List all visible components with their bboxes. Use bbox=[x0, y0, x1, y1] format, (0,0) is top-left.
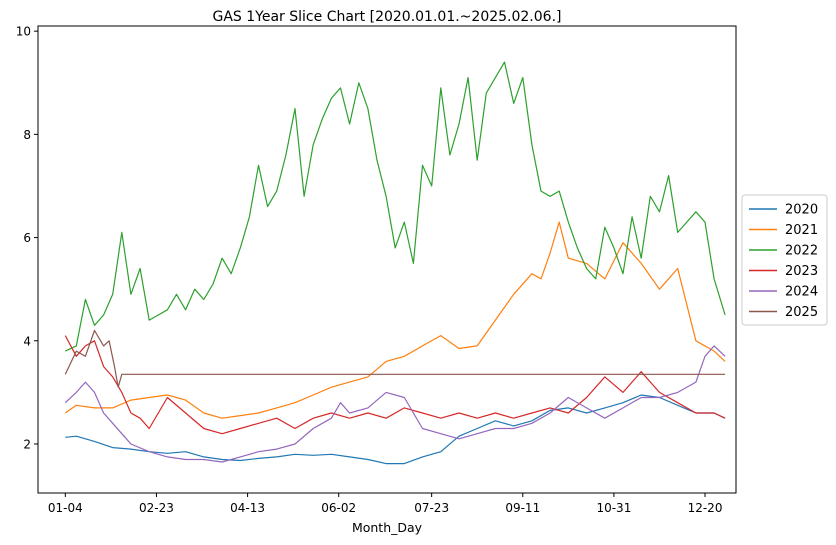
x-tick-label: 06-02 bbox=[321, 501, 356, 515]
legend-frame bbox=[741, 194, 828, 326]
y-axis: 2 4 6 8 10 bbox=[16, 25, 38, 451]
x-tick-label: 07-23 bbox=[414, 501, 449, 515]
legend-label-2024: 2024 bbox=[785, 285, 818, 300]
series-line-2024 bbox=[64, 345, 726, 463]
series-line-2020 bbox=[65, 394, 726, 465]
x-tick-label: 04-13 bbox=[230, 501, 265, 515]
plot-area-frame bbox=[37, 25, 737, 494]
legend-label-2022: 2022 bbox=[785, 244, 818, 259]
series-line-2021 bbox=[64, 221, 726, 419]
x-tick-label: 01-04 bbox=[48, 501, 83, 515]
y-tick-label: 4 bbox=[23, 334, 31, 348]
x-tick-label: 10-31 bbox=[596, 501, 631, 515]
legend-label-2023: 2023 bbox=[785, 264, 818, 279]
y-tick-label: 6 bbox=[23, 231, 31, 245]
legend: 2020 2021 2022 2023 2024 2025 bbox=[741, 194, 828, 326]
x-axis: 01-04 02-23 04-13 06-02 07-23 09-11 10-31 12-20 bbox=[48, 493, 723, 515]
legend-label-2020: 2020 bbox=[785, 203, 818, 218]
series-layer bbox=[64, 61, 726, 465]
y-tick-label: 2 bbox=[23, 437, 31, 451]
x-tick-label: 09-11 bbox=[505, 501, 540, 515]
series-line-2023 bbox=[64, 335, 726, 435]
y-tick-label: 10 bbox=[16, 25, 31, 39]
x-tick-label: 02-23 bbox=[139, 501, 174, 515]
x-tick-label: 12-20 bbox=[688, 501, 723, 515]
series-line-2022 bbox=[65, 61, 726, 352]
chart-title: GAS 1Year Slice Chart [2020.01.01.~2025.… bbox=[213, 9, 562, 25]
series-line-2025 bbox=[64, 329, 726, 388]
legend-label-2021: 2021 bbox=[785, 223, 818, 238]
y-tick-label: 8 bbox=[23, 128, 31, 142]
legend-label-2025: 2025 bbox=[785, 305, 818, 320]
x-axis-label: Month_Day bbox=[352, 520, 423, 535]
